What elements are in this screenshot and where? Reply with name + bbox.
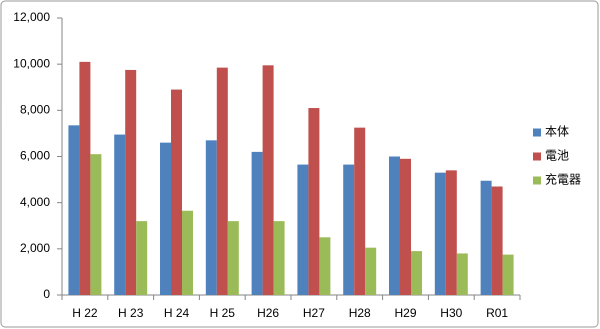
bar: [227, 221, 239, 295]
bar: [273, 221, 285, 295]
bar: [456, 253, 468, 295]
bar: [114, 134, 126, 295]
bar: [400, 158, 411, 295]
x-tick-label: H 22: [72, 306, 98, 320]
bar: [480, 180, 492, 295]
bar: [205, 140, 217, 295]
bar: [354, 127, 366, 295]
x-tick-label: H30: [440, 306, 462, 320]
bar: [434, 172, 446, 295]
x-tick-label: H29: [394, 306, 416, 320]
bar: [502, 254, 514, 295]
x-tick-label: H 24: [164, 306, 190, 320]
x-tick-label: R01: [486, 306, 508, 320]
legend-label: 本体: [545, 125, 569, 139]
bar: [262, 65, 274, 295]
bar: [319, 237, 331, 295]
bar: [297, 164, 309, 295]
y-tick-label: 4,000: [20, 195, 50, 209]
bar: [343, 164, 355, 295]
y-tick-label: 6,000: [20, 149, 50, 163]
x-tick-label: H27: [303, 306, 325, 320]
bar: [216, 67, 228, 295]
legend-label: 充電器: [545, 172, 581, 187]
bar: [90, 154, 102, 295]
legend-swatch: [533, 176, 541, 185]
y-tick-label: 0: [43, 287, 50, 301]
x-tick-label: H 25: [210, 306, 236, 320]
bar: [160, 142, 172, 295]
bar: [136, 221, 148, 295]
y-tick-label: 8,000: [20, 103, 50, 117]
bar: [181, 210, 193, 295]
bar: [251, 151, 263, 295]
x-tick-label: H 23: [118, 306, 144, 320]
x-tick-label: H28: [349, 306, 371, 320]
y-tick-label: 10,000: [13, 56, 50, 70]
bar: [125, 69, 137, 295]
legend-swatch: [533, 128, 541, 137]
x-tick-label: H26: [257, 306, 279, 320]
bar: [68, 125, 80, 296]
bar: [308, 108, 320, 296]
legend-label: 電池: [545, 149, 569, 163]
y-tick-label: 12,000: [13, 10, 50, 24]
legend-swatch: [533, 152, 541, 161]
bar: [389, 156, 401, 295]
bar: [410, 251, 422, 295]
bar: [79, 61, 91, 295]
bar: [445, 170, 457, 295]
bar: [171, 89, 182, 295]
y-tick-label: 2,000: [20, 241, 50, 255]
bar: [491, 186, 503, 295]
bar: [365, 247, 377, 295]
